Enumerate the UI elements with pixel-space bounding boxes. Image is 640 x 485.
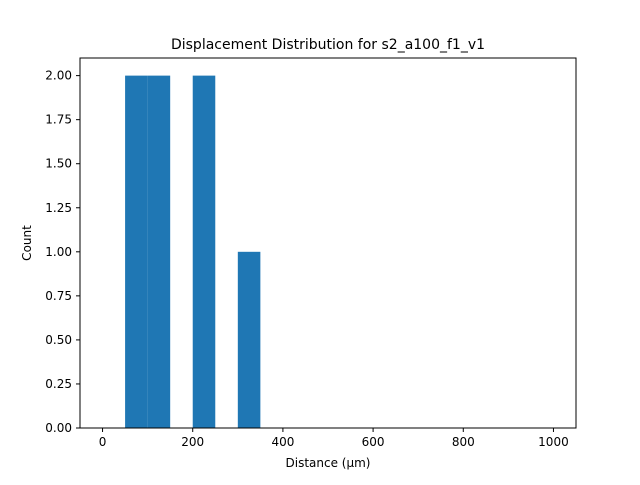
- y-axis-label: Count: [20, 225, 34, 261]
- x-axis-label: Distance (μm): [286, 456, 371, 470]
- y-tick-label: 1.00: [45, 245, 72, 259]
- plot-frame: [79, 57, 577, 429]
- histogram-bar: [192, 75, 216, 428]
- x-axis-ticks: 0 200 400 600 800 1000: [99, 428, 569, 449]
- bars-group: [125, 75, 261, 428]
- x-tick-label: 400: [271, 435, 294, 449]
- histogram-bar: [237, 251, 261, 428]
- histogram-bar: [147, 75, 171, 428]
- y-tick-label: 1.75: [45, 113, 72, 127]
- x-tick-label: 1000: [538, 435, 569, 449]
- x-tick-label: 600: [362, 435, 385, 449]
- y-axis-ticks: 0.00 0.25 0.50 0.75 1.00 1.25 1.50 1.75 2.00: [45, 69, 80, 435]
- y-tick-label: 0.75: [45, 289, 72, 303]
- histogram-bar: [125, 75, 148, 428]
- y-tick-label: 0.25: [45, 377, 72, 391]
- y-tick-label: 0.50: [45, 333, 72, 347]
- x-tick-label: 800: [452, 435, 475, 449]
- y-tick-label: 1.25: [45, 201, 72, 215]
- y-tick-label: 1.50: [45, 157, 72, 171]
- y-tick-label: 2.00: [45, 69, 72, 83]
- x-tick-label: 0: [99, 435, 107, 449]
- x-tick-label: 200: [181, 435, 204, 449]
- y-tick-label: 0.00: [45, 421, 72, 435]
- chart-title: Displacement Distribution for s2_a100_f1…: [171, 37, 485, 53]
